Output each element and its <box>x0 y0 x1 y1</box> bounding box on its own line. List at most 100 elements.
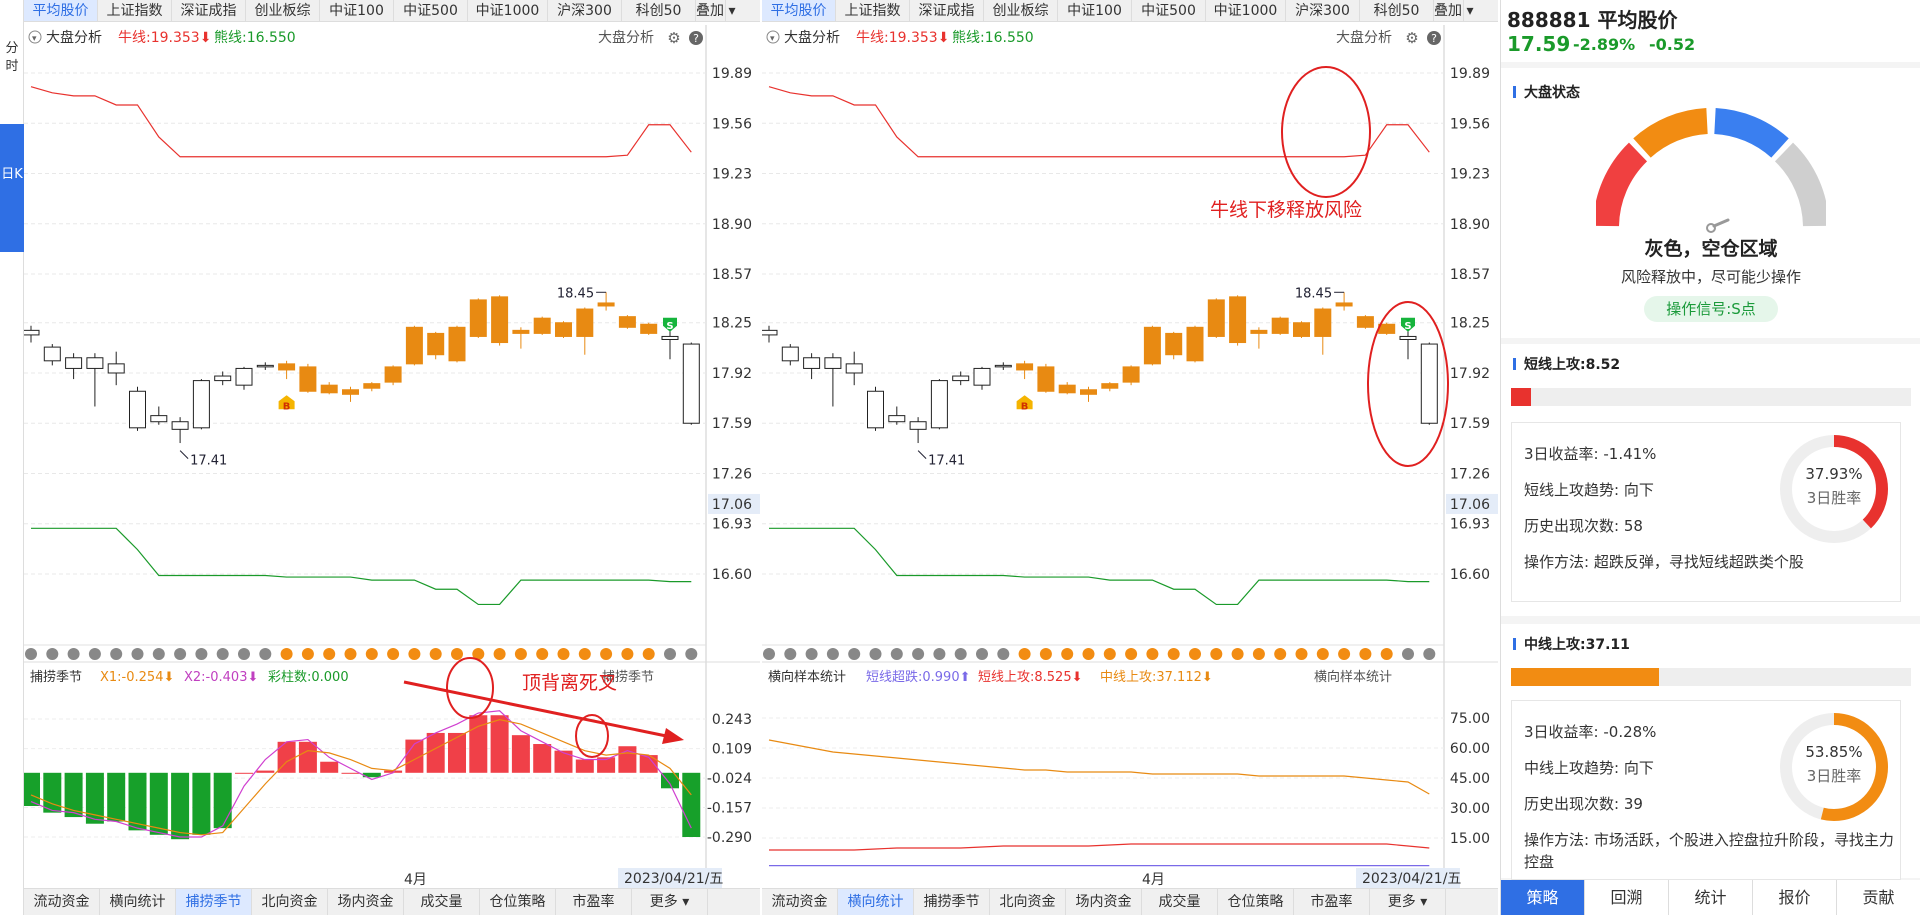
bottom-tab-7[interactable]: 市盈率 <box>556 889 632 915</box>
sub-title-right: 横向样本统计 <box>1314 669 1392 685</box>
index-tab-1[interactable]: 上证指数 <box>98 0 172 21</box>
bottom-tab-5[interactable]: 成交量 <box>1142 889 1218 915</box>
signal-dot <box>1402 648 1414 660</box>
bottom-tab-8[interactable]: 更多 ▾ <box>1370 889 1446 915</box>
index-tab-7[interactable]: 沪深300 <box>1286 0 1360 21</box>
bottom-tab-0[interactable]: 流动资金 <box>24 889 100 915</box>
signal-dot <box>763 648 775 660</box>
price-tick: 19.89 <box>712 66 752 82</box>
signal-dot <box>493 648 506 660</box>
price-tick: 18.25 <box>1450 316 1490 332</box>
tab-rik[interactable]: 日K <box>0 124 24 252</box>
sub-tick: 0.109 <box>712 742 752 758</box>
bottom-tab-8[interactable]: 更多 ▾ <box>632 889 708 915</box>
market-status-card: 大盘状态 灰色，空仓区域 风险释放中，尽可能少操作 操作信号:S点 <box>1501 68 1920 338</box>
bottom-tab-4[interactable]: 场内资金 <box>1066 889 1142 915</box>
bottom-tab-1[interactable]: 横向统计 <box>838 889 914 915</box>
month-label: 4月 <box>404 872 427 888</box>
macd-bar <box>511 735 530 773</box>
right-tab-3[interactable]: 报价 <box>1753 880 1837 915</box>
macd-bar <box>64 772 83 818</box>
index-tab-2[interactable]: 深证成指 <box>910 0 984 21</box>
index-tab-6[interactable]: 中证1000 <box>1206 0 1286 21</box>
buy-mark-icon <box>1016 395 1033 410</box>
candle <box>1356 316 1374 328</box>
bottom-tab-4[interactable]: 场内资金 <box>328 889 404 915</box>
price-tick: 17.59 <box>1450 416 1490 432</box>
date-label: 2023/04/21/五 <box>1362 871 1461 887</box>
candle <box>491 296 509 344</box>
index-tab-0[interactable]: 平均股价 <box>762 0 836 21</box>
market-status: 灰色，空仓区域 <box>1644 238 1778 260</box>
right-chart-panel: 平均股价 上证指数 深证成指 创业板综 中证100 中证500 中证1000 沪深300 科创5… <box>762 0 1498 915</box>
short-return: 3日收益率: -1.41% <box>1524 445 1657 463</box>
index-tab-5[interactable]: 中证500 <box>1132 0 1206 21</box>
index-tab-8[interactable]: 科创50 <box>1360 0 1434 21</box>
sub-tick: 60.00 <box>1450 741 1490 757</box>
signal-dot <box>1082 648 1095 660</box>
macd-bar <box>597 757 616 773</box>
macd-bar <box>171 772 190 840</box>
macd-bar <box>469 715 488 773</box>
sub-tick: -0.290 <box>707 830 752 846</box>
right-tab-4[interactable]: 贡献 <box>1837 880 1920 915</box>
bottom-tab-3[interactable]: 北向资金 <box>252 889 328 915</box>
index-tab-2[interactable]: 深证成指 <box>172 0 246 21</box>
index-tab-0[interactable]: 平均股价 <box>24 0 98 21</box>
bottom-tab-7[interactable]: 市盈率 <box>1294 889 1370 915</box>
bottom-tab-2[interactable]: 捕捞季节 <box>176 889 252 915</box>
right-tab-0[interactable]: 策略 <box>1501 880 1585 915</box>
price-tick: 16.93 <box>1450 517 1490 533</box>
bottom-tab-5[interactable]: 成交量 <box>404 889 480 915</box>
current-price-bg <box>1446 493 1498 514</box>
index-tab-1[interactable]: 上证指数 <box>836 0 910 21</box>
date-bg <box>1356 868 1460 888</box>
buy-mark-icon <box>278 395 295 410</box>
sub-title: 横向样本统计 <box>768 669 846 685</box>
sub-tick: 30.00 <box>1450 801 1490 817</box>
short-winrate: 37.93% <box>1805 465 1863 483</box>
index-tab-3[interactable]: 创业板综 <box>984 0 1058 21</box>
candle <box>994 364 1012 368</box>
right-tab-1[interactable]: 回溯 <box>1585 880 1669 915</box>
x1-line <box>30 710 692 838</box>
index-tab-8[interactable]: 科创50 <box>622 0 696 21</box>
low-marker <box>917 450 927 460</box>
bottom-tab-1[interactable]: 横向统计 <box>100 889 176 915</box>
index-tab-6[interactable]: 中证1000 <box>468 0 548 21</box>
index-tab-9[interactable]: 叠加 ▾ <box>696 0 735 21</box>
signal-dot <box>536 648 549 660</box>
index-tab-4[interactable]: 中证100 <box>320 0 394 21</box>
candle <box>363 383 381 389</box>
signal-dot <box>1274 648 1287 660</box>
candle <box>1420 343 1438 424</box>
price-tick: 17.26 <box>1450 466 1490 482</box>
candle <box>1101 383 1119 389</box>
index-tab-5[interactable]: 中证500 <box>394 0 468 21</box>
tab-fenshi[interactable]: 分时 <box>5 41 19 74</box>
candle <box>1016 363 1034 371</box>
bottom-tab-0[interactable]: 流动资金 <box>762 889 838 915</box>
bottom-tab-6[interactable]: 仓位策略 <box>480 889 556 915</box>
signal-dot <box>976 648 988 660</box>
index-tab-9[interactable]: 叠加 ▾ <box>1434 0 1473 21</box>
signal-dot <box>1380 648 1393 660</box>
sub-tick: 75.00 <box>1450 711 1490 727</box>
signal-dot <box>664 648 676 660</box>
bottom-tab-2[interactable]: 捕捞季节 <box>914 889 990 915</box>
candle <box>86 357 104 369</box>
chart-svg: ▾ 大盘分析 牛线:19.353⬇ 熊线:16.550 大盘分析 ⚙ ?19.8919.56… <box>24 25 760 898</box>
index-tab-4[interactable]: 中证100 <box>1058 0 1132 21</box>
signal-dot <box>933 648 946 660</box>
stat3-label: 中线上攻:37.112⬇ <box>1100 670 1213 685</box>
bottom-tab-3[interactable]: 北向资金 <box>990 889 1066 915</box>
candle <box>1080 389 1097 395</box>
right-tab-2[interactable]: 统计 <box>1669 880 1753 915</box>
index-tab-7[interactable]: 沪深300 <box>548 0 622 21</box>
index-tab-3[interactable]: 创业板综 <box>246 0 320 21</box>
bottom-tab-6[interactable]: 仓位策略 <box>1218 889 1294 915</box>
candle <box>235 367 253 386</box>
signal-dot <box>451 648 463 660</box>
help-mark: ? <box>693 32 699 45</box>
macd-bar <box>405 739 424 773</box>
